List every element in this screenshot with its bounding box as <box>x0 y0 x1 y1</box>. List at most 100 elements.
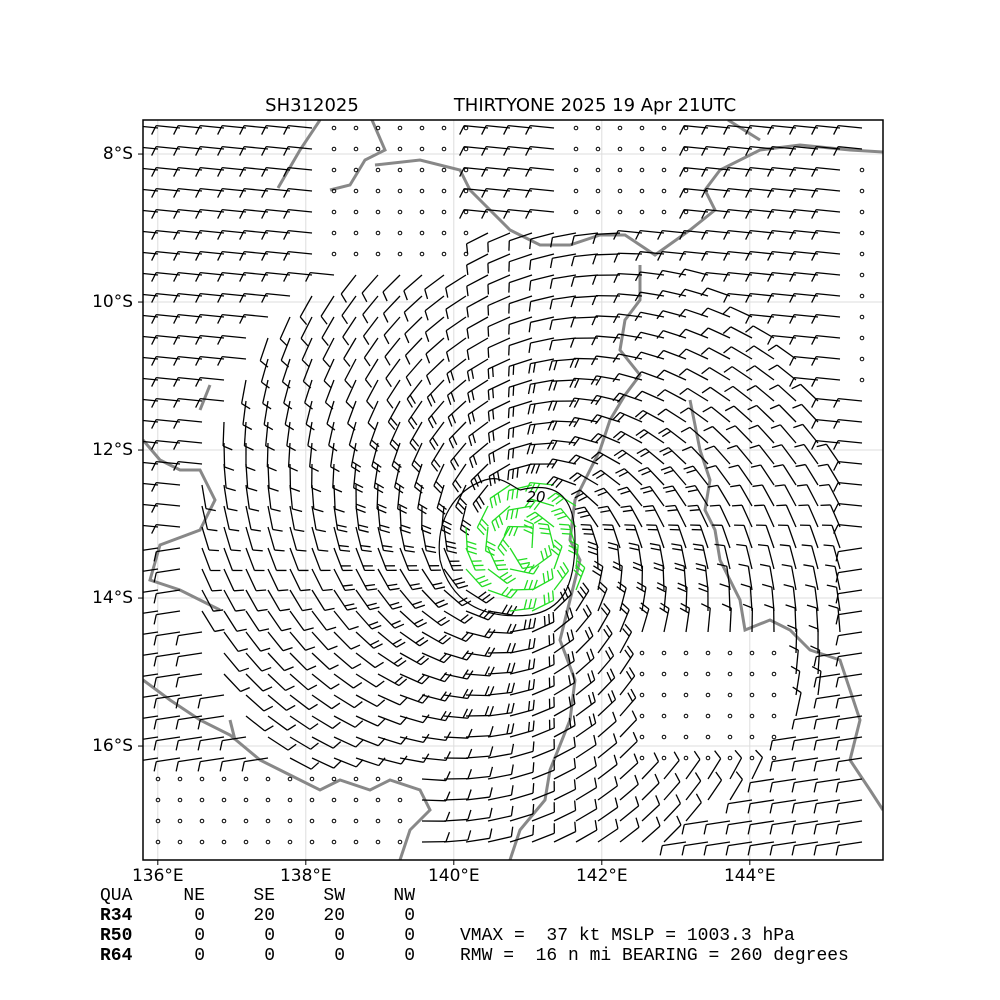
wind-barb <box>725 820 753 835</box>
wind-barb <box>659 446 687 465</box>
barb-shaft <box>377 610 396 629</box>
barb-shaft <box>668 447 687 465</box>
wind-barb <box>597 624 613 654</box>
barb-shaft <box>750 820 775 826</box>
wind-barb <box>421 526 437 554</box>
barb-shaft <box>289 631 307 651</box>
barb-feather <box>478 578 489 584</box>
calm-dot <box>705 692 711 698</box>
barb-shaft <box>837 608 841 633</box>
barb-feather <box>573 715 576 726</box>
wind-barb <box>835 757 863 772</box>
barb-feather <box>833 398 839 408</box>
wind-barb <box>345 379 357 410</box>
barb-shaft <box>156 523 181 528</box>
barb-shaft <box>459 505 467 530</box>
barb-feather <box>769 761 773 772</box>
barb-shaft <box>355 736 379 747</box>
barb-feather <box>614 797 619 808</box>
barb-feather <box>338 544 349 548</box>
barb-feather <box>261 293 267 303</box>
barb-shaft <box>684 841 709 847</box>
wind-barb <box>662 485 687 507</box>
wind-barb <box>509 783 535 801</box>
barb-feather <box>379 524 390 529</box>
barb-feather <box>612 733 618 744</box>
barb-shaft <box>421 778 446 782</box>
barb-shaft <box>645 448 665 465</box>
barb-shaft <box>669 466 687 486</box>
barb-shaft <box>680 545 687 570</box>
barb-shaft <box>531 642 555 654</box>
calm-dot <box>859 314 865 320</box>
barb-feather <box>151 209 157 219</box>
barb-feather <box>458 584 469 589</box>
barb-shaft <box>245 463 249 488</box>
wind-barb <box>429 421 445 451</box>
barb-feather <box>752 484 763 488</box>
barb-feather <box>547 401 553 411</box>
barb-feather <box>767 314 773 324</box>
barb-feather <box>307 445 317 452</box>
barb-feather <box>791 383 801 390</box>
barb-shaft <box>178 313 203 318</box>
barb-feather <box>613 293 619 304</box>
wind-barb <box>311 715 341 729</box>
barb-shaft <box>421 568 436 590</box>
barb-shaft <box>633 525 643 549</box>
calm-dot <box>749 734 755 740</box>
barb-shaft <box>663 587 667 612</box>
barb-feather <box>833 440 839 450</box>
wind-barb <box>245 694 274 712</box>
barb-feather <box>552 611 555 623</box>
table-header: NW <box>393 886 415 906</box>
wind-barb <box>383 316 401 345</box>
barb-shaft <box>619 411 643 423</box>
barb-shaft <box>794 757 819 763</box>
barb-feather <box>642 489 653 494</box>
barb-feather <box>281 627 292 632</box>
wind-barb <box>509 563 540 575</box>
calm-dot <box>397 797 403 803</box>
wind-barb <box>445 316 467 341</box>
wind-barb <box>767 187 797 198</box>
wind-barb <box>835 778 863 793</box>
wind-barb <box>333 673 363 689</box>
barb-feather <box>523 579 529 590</box>
wind-barb <box>173 229 203 240</box>
barb-shaft <box>156 397 181 402</box>
wind-barb <box>528 337 555 354</box>
wind-barb <box>309 442 319 472</box>
barb-feather <box>467 708 473 719</box>
wind-barb <box>377 526 394 553</box>
wind-barb <box>813 652 841 667</box>
barb-shaft <box>772 250 797 255</box>
barb-feather <box>573 779 577 790</box>
barb-feather <box>372 461 382 468</box>
wind-barb <box>701 145 731 156</box>
barb-feather <box>239 293 245 303</box>
barb-shaft <box>574 253 599 258</box>
barb-shaft <box>399 715 424 724</box>
barb-shaft <box>794 376 819 381</box>
wind-barb <box>340 274 357 303</box>
barb-shaft <box>143 652 159 656</box>
barb-feather <box>466 328 470 339</box>
wind-barb <box>656 349 687 360</box>
wind-barb <box>769 757 797 772</box>
barb-shaft <box>655 525 665 549</box>
wind-barb <box>531 802 555 822</box>
wind-barb <box>223 652 250 673</box>
wind-barb <box>574 506 599 528</box>
wind-barb <box>632 561 644 591</box>
barb-feather <box>681 446 692 452</box>
barb-shaft <box>426 379 445 398</box>
wind-barb <box>245 463 258 492</box>
wind-barb <box>143 335 159 339</box>
barb-feather <box>789 167 795 177</box>
barb-shaft <box>201 526 210 551</box>
barb-feather <box>781 564 792 568</box>
barb-shaft <box>772 187 797 192</box>
barb-feather <box>835 614 839 625</box>
barb-feather <box>493 559 505 562</box>
